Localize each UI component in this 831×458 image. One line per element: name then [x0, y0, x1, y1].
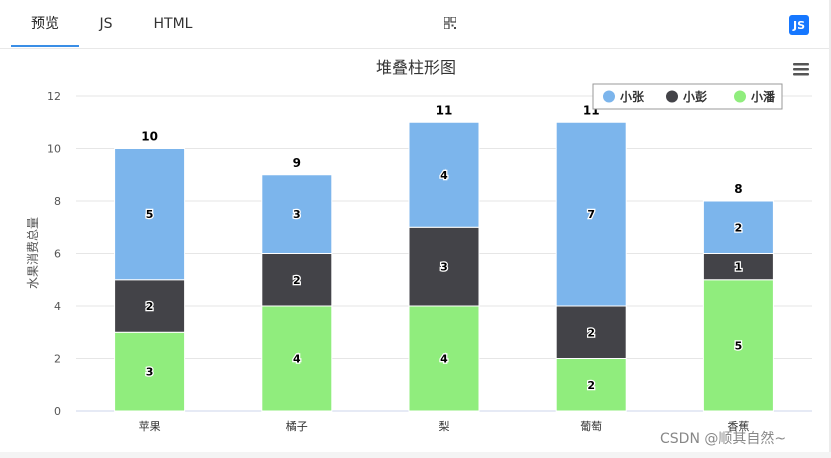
y-tick-label: 12	[47, 90, 61, 103]
y-tick-label: 0	[54, 405, 61, 418]
data-label: 7	[587, 208, 595, 221]
legend-swatch	[603, 90, 615, 103]
js-icon[interactable]: JS	[789, 15, 809, 35]
legend-swatch	[666, 90, 678, 103]
data-label: 4	[293, 353, 301, 366]
chart-title: 堆叠柱形图	[376, 58, 456, 77]
data-label: 4	[440, 353, 448, 366]
data-label: 2	[146, 300, 154, 313]
x-tick-label: 苹果	[139, 419, 161, 433]
tab-html[interactable]: HTML	[153, 16, 193, 32]
x-tick-label: 香蕉	[727, 420, 749, 433]
legend-swatch	[734, 90, 746, 103]
legend-item: 小潘	[751, 89, 776, 104]
data-label: 2	[587, 326, 595, 339]
bar-segment	[555, 305, 627, 359]
y-tick-label: 6	[54, 248, 61, 261]
data-label: 2	[587, 379, 595, 392]
bar-segment	[702, 279, 774, 412]
chart-container: 0 2 4 6 8 10 12 3 2 5 10 4 2 3 9 4 3 4 11 2 2 7 11 5 1 2 8 苹果 橘子梨葡…	[0, 50, 829, 452]
x-tick-label: 梨	[439, 419, 450, 433]
bar-segment	[114, 331, 186, 412]
qr-code-icon	[444, 17, 456, 29]
bar-segment	[408, 305, 480, 412]
bar-segment	[408, 226, 480, 307]
tab-js[interactable]: JS	[99, 16, 113, 32]
tab-qr-code[interactable]	[214, 0, 456, 48]
data-label: 4	[440, 169, 448, 182]
stack-total-label: 10	[141, 130, 158, 144]
y-tick-label: 4	[54, 300, 61, 313]
data-label: 3	[146, 366, 154, 379]
stack-total-label: 8	[734, 182, 742, 196]
bar-segment	[114, 279, 186, 333]
data-label: 5	[735, 339, 743, 352]
bar-segment	[261, 253, 333, 307]
data-label: 5	[146, 208, 154, 221]
data-label: 3	[293, 208, 301, 221]
data-label: 3	[440, 261, 448, 274]
bar-segment	[702, 200, 774, 254]
y-tick-label: 8	[54, 195, 61, 208]
bar-segment	[555, 121, 627, 307]
bar-segment	[261, 174, 333, 254]
data-label: 1	[735, 261, 743, 274]
bar-segment	[261, 305, 333, 412]
tab-preview[interactable]: 预览	[31, 16, 59, 32]
bar-segment	[408, 121, 480, 228]
stack-total-label: 11	[436, 103, 453, 117]
data-label: 2	[735, 221, 743, 234]
tab-bar: 预览 JS HTML JS	[0, 0, 829, 49]
stack-total-label: 9	[293, 156, 301, 170]
stacked-bar-chart: 024681012 32510423943411227115128 苹果 橘子梨葡…	[26, 58, 812, 433]
bar-segment	[555, 358, 627, 412]
active-tab-indicator	[11, 45, 79, 47]
bar-segment	[702, 253, 774, 281]
watermark: CSDN @顺其自然~	[660, 431, 787, 447]
legend-item: 小张	[620, 89, 645, 104]
x-tick-label: 橘子	[286, 420, 308, 433]
y-tick-label: 2	[54, 353, 61, 366]
y-tick-label: 10	[47, 143, 61, 156]
data-label: 2	[293, 274, 301, 287]
chart-legend: 小张 小彭 小潘	[592, 83, 783, 110]
hamburger-menu-icon[interactable]	[793, 63, 809, 76]
x-tick-label: 葡萄	[580, 420, 602, 433]
y-axis-label: 水果消费总量	[26, 217, 40, 289]
legend-item: 小彭	[683, 89, 707, 104]
bar-segment	[114, 148, 186, 281]
